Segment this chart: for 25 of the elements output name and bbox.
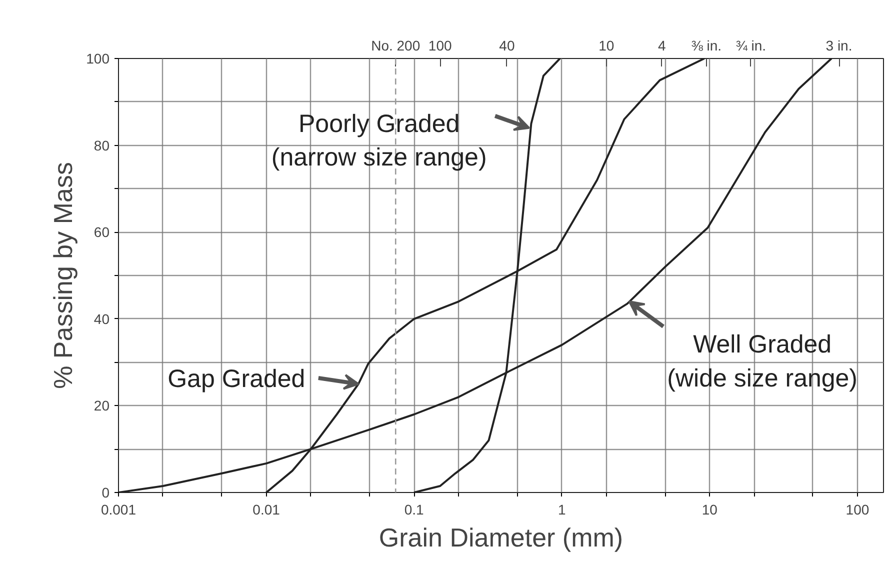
y-tick-label: 100 (86, 50, 110, 66)
text: 40 (499, 38, 515, 54)
x-tick-label: 10 (702, 502, 718, 518)
y-tick-label: 0 (102, 484, 110, 500)
y-tick-label: 80 (94, 137, 110, 154)
x-tick-label: 100 (846, 502, 870, 518)
x-tick-label: 0.001 (100, 502, 136, 518)
annotation: Gap Graded (168, 365, 306, 393)
x-axis-title: Grain Diameter (mm) (378, 522, 624, 552)
x-tick-label: 1 (558, 502, 566, 518)
text: ¾ in. (736, 38, 766, 54)
text: 4 (658, 38, 666, 54)
text: ⅜ in. (691, 38, 722, 54)
y-tick-label: 60 (94, 224, 110, 240)
annotation: Well Graded (wide size range) (667, 330, 858, 392)
y-tick-label: 20 (94, 398, 110, 414)
text: 10 (598, 38, 614, 54)
text: 3 in. (826, 38, 852, 54)
text: No. 200 (371, 38, 420, 54)
x-tick-label: 0.01 (252, 502, 280, 518)
annotation: Poorly Graded (narrow size range) (271, 110, 487, 172)
text: 100 (428, 38, 452, 54)
y-tick-label: 40 (94, 310, 110, 327)
x-tick-label: 0.1 (404, 502, 424, 518)
y-axis-title: % Passing by Mass (48, 162, 78, 389)
